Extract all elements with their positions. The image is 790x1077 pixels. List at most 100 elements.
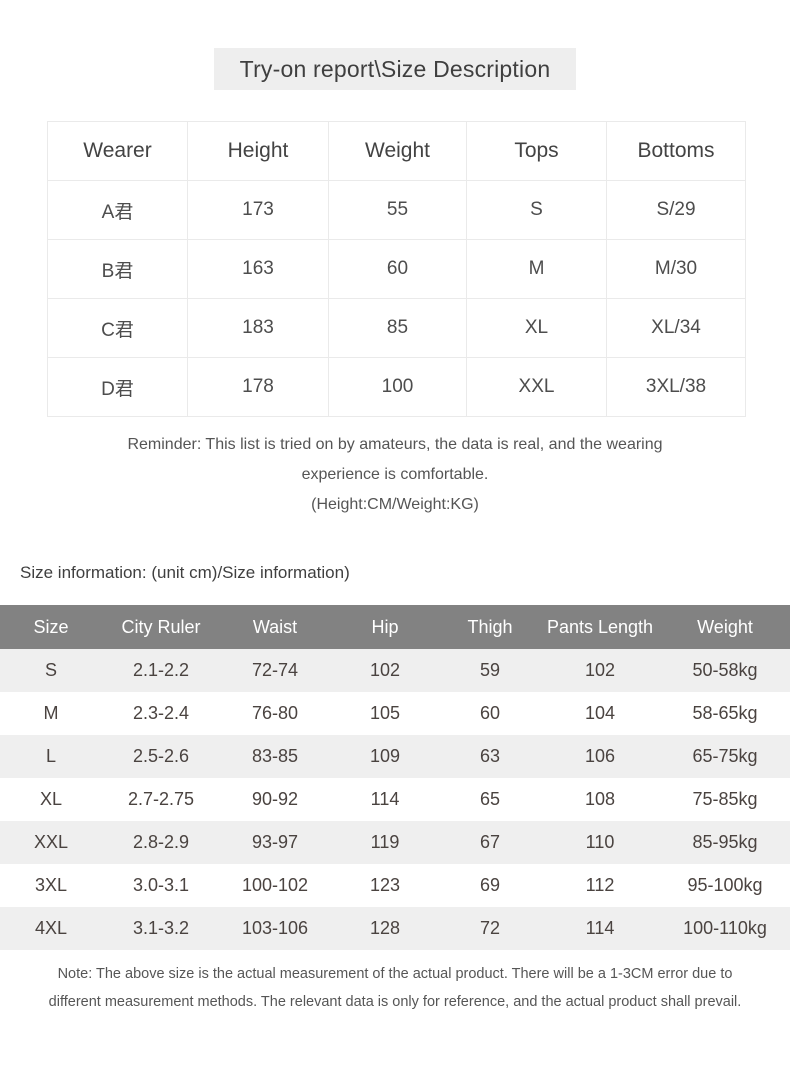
table-row: B君 163 60 M M/30 xyxy=(47,239,746,299)
footer-note: Note: The above size is the actual measu… xyxy=(0,960,790,1016)
tryon-table-head: Wearer Height Weight Tops Bottoms xyxy=(47,121,746,181)
size-col-header-weight: Weight xyxy=(660,605,790,649)
size-col-header-city-ruler: City Ruler xyxy=(102,605,220,649)
size-cell-waist: 72-74 xyxy=(220,649,330,692)
size-cell-weight: 58-65kg xyxy=(660,692,790,735)
tryon-cell-weight: 85 xyxy=(328,298,467,358)
size-cell-city-ruler: 3.1-3.2 xyxy=(102,907,220,950)
page-title-container: Try-on report\Size Description xyxy=(0,48,790,90)
size-cell-size: XL xyxy=(0,778,102,821)
tryon-cell-tops: M xyxy=(466,239,607,299)
tryon-cell-tops: S xyxy=(466,180,607,240)
size-cell-thigh: 72 xyxy=(440,907,540,950)
tryon-cell-weight: 55 xyxy=(328,180,467,240)
size-col-header-hip: Hip xyxy=(330,605,440,649)
size-cell-city-ruler: 2.3-2.4 xyxy=(102,692,220,735)
size-cell-pants-length: 114 xyxy=(540,907,660,950)
reminder-line-1: Reminder: This list is tried on by amate… xyxy=(127,436,663,453)
tryon-header-row: Wearer Height Weight Tops Bottoms xyxy=(47,121,746,181)
size-cell-thigh: 59 xyxy=(440,649,540,692)
tryon-cell-height: 178 xyxy=(187,357,329,417)
size-cell-city-ruler: 2.5-2.6 xyxy=(102,735,220,778)
size-cell-waist: 90-92 xyxy=(220,778,330,821)
size-cell-waist: 83-85 xyxy=(220,735,330,778)
table-row: S 2.1-2.2 72-74 102 59 102 50-58kg xyxy=(0,649,790,692)
table-row: C君 183 85 XL XL/34 xyxy=(47,298,746,358)
size-cell-pants-length: 106 xyxy=(540,735,660,778)
footer-note-line-2: different measurement methods. The relev… xyxy=(48,994,742,1010)
tryon-cell-bottoms: S/29 xyxy=(606,180,746,240)
size-col-header-waist: Waist xyxy=(220,605,330,649)
table-row: 3XL 3.0-3.1 100-102 123 69 112 95-100kg xyxy=(0,864,790,907)
size-cell-hip: 114 xyxy=(330,778,440,821)
size-cell-weight: 100-110kg xyxy=(660,907,790,950)
tryon-cell-weight: 60 xyxy=(328,239,467,299)
size-information-label: Size information: (unit cm)/Size informa… xyxy=(20,563,350,582)
size-col-header-thigh: Thigh xyxy=(440,605,540,649)
tryon-cell-bottoms: 3XL/38 xyxy=(606,357,746,417)
table-row: L 2.5-2.6 83-85 109 63 106 65-75kg xyxy=(0,735,790,778)
table-row: D君 178 100 XXL 3XL/38 xyxy=(47,357,746,417)
size-cell-city-ruler: 2.7-2.75 xyxy=(102,778,220,821)
reminder-line-3: (Height:CM/Weight:KG) xyxy=(311,496,479,513)
size-cell-city-ruler: 2.1-2.2 xyxy=(102,649,220,692)
size-cell-hip: 105 xyxy=(330,692,440,735)
page-title: Try-on report\Size Description xyxy=(213,48,577,90)
reminder-text: Reminder: This list is tried on by amate… xyxy=(0,430,790,520)
size-cell-city-ruler: 2.8-2.9 xyxy=(102,821,220,864)
tryon-cell-bottoms: XL/34 xyxy=(606,298,746,358)
size-table-body: S 2.1-2.2 72-74 102 59 102 50-58kg M 2.3… xyxy=(0,649,790,950)
footer-note-line-1: Note: The above size is the actual measu… xyxy=(57,966,733,982)
size-cell-size: XXL xyxy=(0,821,102,864)
size-cell-size: L xyxy=(0,735,102,778)
tryon-cell-height: 173 xyxy=(187,180,329,240)
size-cell-thigh: 69 xyxy=(440,864,540,907)
size-col-header-size: Size xyxy=(0,605,102,649)
size-cell-size: M xyxy=(0,692,102,735)
size-cell-thigh: 65 xyxy=(440,778,540,821)
reminder-line-2: experience is comfortable. xyxy=(301,466,489,483)
size-cell-hip: 102 xyxy=(330,649,440,692)
tryon-cell-tops: XL xyxy=(466,298,607,358)
tryon-col-header-tops: Tops xyxy=(466,121,607,181)
size-cell-weight: 75-85kg xyxy=(660,778,790,821)
size-cell-thigh: 63 xyxy=(440,735,540,778)
size-information-table: Size City Ruler Waist Hip Thigh Pants Le… xyxy=(0,605,790,950)
size-cell-weight: 85-95kg xyxy=(660,821,790,864)
table-row: A君 173 55 S S/29 xyxy=(47,180,746,240)
size-cell-weight: 50-58kg xyxy=(660,649,790,692)
size-cell-thigh: 67 xyxy=(440,821,540,864)
table-row: XL 2.7-2.75 90-92 114 65 108 75-85kg xyxy=(0,778,790,821)
tryon-table-body: A君 173 55 S S/29 B君 163 60 M M/30 C君 183… xyxy=(47,180,746,417)
table-row: XXL 2.8-2.9 93-97 119 67 110 85-95kg xyxy=(0,821,790,864)
size-cell-hip: 109 xyxy=(330,735,440,778)
size-cell-pants-length: 104 xyxy=(540,692,660,735)
size-cell-city-ruler: 3.0-3.1 xyxy=(102,864,220,907)
size-cell-hip: 119 xyxy=(330,821,440,864)
tryon-cell-wearer: D君 xyxy=(47,357,188,417)
tryon-cell-weight: 100 xyxy=(328,357,467,417)
size-cell-waist: 103-106 xyxy=(220,907,330,950)
size-header-row: Size City Ruler Waist Hip Thigh Pants Le… xyxy=(0,605,790,649)
size-cell-pants-length: 110 xyxy=(540,821,660,864)
table-row: 4XL 3.1-3.2 103-106 128 72 114 100-110kg xyxy=(0,907,790,950)
size-cell-size: 4XL xyxy=(0,907,102,950)
tryon-cell-wearer: B君 xyxy=(47,239,188,299)
size-cell-hip: 128 xyxy=(330,907,440,950)
size-cell-pants-length: 102 xyxy=(540,649,660,692)
size-cell-size: 3XL xyxy=(0,864,102,907)
tryon-col-header-weight: Weight xyxy=(328,121,467,181)
size-cell-weight: 65-75kg xyxy=(660,735,790,778)
tryon-col-header-bottoms: Bottoms xyxy=(606,121,746,181)
size-cell-thigh: 60 xyxy=(440,692,540,735)
size-cell-size: S xyxy=(0,649,102,692)
table-row: M 2.3-2.4 76-80 105 60 104 58-65kg xyxy=(0,692,790,735)
size-cell-waist: 93-97 xyxy=(220,821,330,864)
tryon-cell-bottoms: M/30 xyxy=(606,239,746,299)
size-table-head: Size City Ruler Waist Hip Thigh Pants Le… xyxy=(0,605,790,649)
size-cell-hip: 123 xyxy=(330,864,440,907)
tryon-cell-wearer: A君 xyxy=(47,180,188,240)
tryon-cell-height: 183 xyxy=(187,298,329,358)
tryon-cell-tops: XXL xyxy=(466,357,607,417)
